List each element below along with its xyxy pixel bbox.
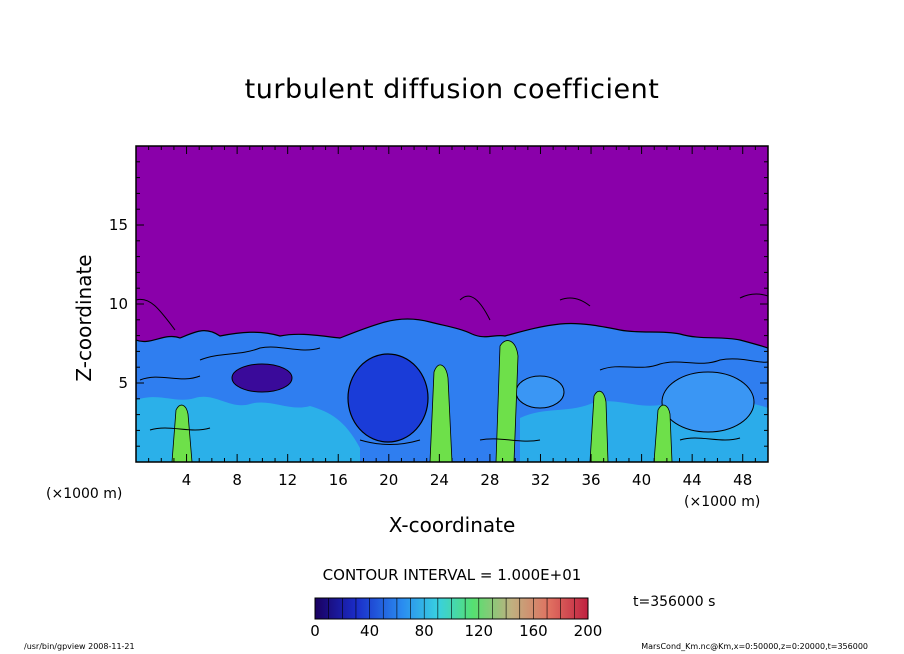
green-plume-4 xyxy=(589,390,609,462)
colorbar-tick-label: 200 xyxy=(574,622,603,640)
x-tick-label: 4 xyxy=(182,471,192,489)
eddy-left xyxy=(231,363,293,393)
x-tick-label: 12 xyxy=(278,471,297,489)
contour-lines xyxy=(136,293,768,445)
x-tick-label: 16 xyxy=(329,471,348,489)
cyan-region xyxy=(136,396,360,462)
x-tick-label: 44 xyxy=(683,471,702,489)
x-tick-label: 20 xyxy=(379,471,398,489)
colorbar-tick-label: 160 xyxy=(519,622,548,640)
y-tick-label: 5 xyxy=(118,374,128,392)
eddy-mid xyxy=(515,375,565,409)
contour-interval-label: CONTOUR INTERVAL = 1.000E+01 xyxy=(322,566,582,584)
deep-eddy-center xyxy=(347,353,429,443)
y-axis-unit: (×1000 m) xyxy=(46,486,122,502)
green-plume-2 xyxy=(429,364,453,462)
x-tick-label: 28 xyxy=(480,471,499,489)
x-axis-label: X-coordinate xyxy=(388,513,516,537)
green-plume-1 xyxy=(171,404,193,462)
green-plume-3 xyxy=(495,340,519,462)
y-tick-label: 15 xyxy=(109,216,128,234)
footer-right-text: MarsCond_Km.nc@Km,x=0:50000,z=0:20000,t=… xyxy=(641,642,868,651)
colorbar-tick-label: 0 xyxy=(310,622,320,640)
footer-left-text: /usr/bin/gpview 2008-11-21 xyxy=(24,642,135,651)
x-tick-label: 40 xyxy=(632,471,651,489)
y-tick-label: 10 xyxy=(109,295,128,313)
colorbar: 0 40 80 120 160 200 xyxy=(310,597,603,640)
x-tick-label: 36 xyxy=(581,471,600,489)
x-tick-label: 8 xyxy=(232,471,242,489)
chart-title: turbulent diffusion coefficient xyxy=(244,74,660,105)
green-plume-5 xyxy=(653,404,673,462)
colorbar-tick-label: 80 xyxy=(415,622,434,640)
x-tick-label: 24 xyxy=(430,471,449,489)
x-tick-label: 32 xyxy=(531,471,550,489)
plot-area xyxy=(136,146,768,462)
eddy-right xyxy=(661,371,755,433)
time-label: t=356000 s xyxy=(633,594,716,610)
colorbar-tick-label: 120 xyxy=(464,622,493,640)
colorbar-tick-label: 40 xyxy=(360,622,379,640)
x-tick-label: 48 xyxy=(733,471,752,489)
x-axis-unit: (×1000 m) xyxy=(684,494,760,510)
